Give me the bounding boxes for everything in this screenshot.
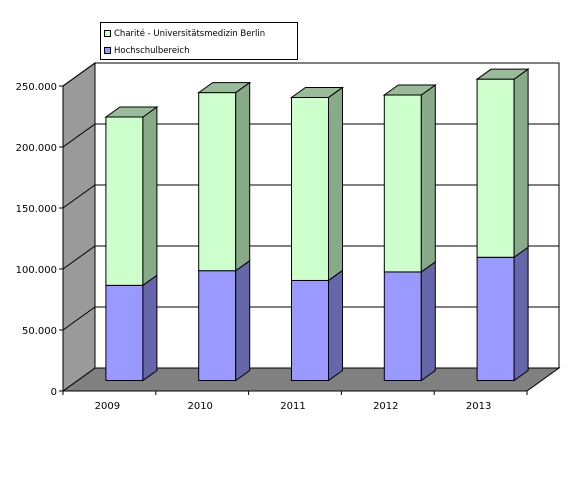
- y-tick-label: 100.000: [16, 265, 57, 276]
- bar-top-2010: [197, 82, 252, 94]
- y-tick-label: 250.000: [16, 82, 57, 93]
- gridline: [62, 62, 559, 87]
- bar-top-2013: [475, 68, 530, 80]
- bar-charite-2012: [383, 94, 422, 273]
- x-tick-label: 2013: [466, 401, 491, 412]
- bar-charite-2011: [291, 96, 329, 281]
- bar-side-hochschulbereich-2009: [142, 274, 158, 382]
- y-tick-label: 50.000: [22, 326, 57, 337]
- bar-hochschulbereich-2013: [476, 256, 515, 381]
- bar-side-charite-2009: [142, 106, 158, 287]
- legend-label-hochschulbereich: Hochschulbereich: [114, 45, 190, 56]
- legend-entry-hochschulbereich: Hochschulbereich: [101, 42, 297, 59]
- y-tick-label: 0: [51, 387, 57, 398]
- bar-side-hochschulbereich-2010: [235, 259, 251, 382]
- y-tick-label: 200.000: [16, 143, 57, 154]
- bar-side-hochschulbereich-2012: [420, 260, 436, 382]
- bar-side-hochschulbereich-2013: [513, 246, 529, 382]
- legend-entry-charite: Charité - Universitätsmedizin Berlin: [101, 25, 297, 42]
- bar-side-charite-2012: [420, 84, 436, 273]
- x-tick-label: 2011: [280, 401, 305, 412]
- bar-hochschulbereich-2012: [383, 271, 422, 382]
- bar-top-2012: [382, 84, 437, 96]
- bar-top-2011: [289, 86, 345, 98]
- bar-side-charite-2013: [513, 68, 529, 259]
- y-tick-label: 150.000: [16, 204, 57, 215]
- chart-legend: Charité - Universitätsmedizin Berlin Hoc…: [100, 22, 298, 60]
- bar-side-hochschulbereich-2011: [328, 269, 343, 382]
- chart-side-wall: [62, 62, 96, 392]
- bar-side-charite-2010: [235, 81, 251, 272]
- bar-charite-2013: [476, 78, 515, 258]
- bar-hochschulbereich-2011: [291, 279, 329, 381]
- legend-label-charite: Charité - Universitätsmedizin Berlin: [114, 28, 266, 39]
- bar-hochschulbereich-2009: [105, 284, 144, 381]
- bar-hochschulbereich-2010: [198, 270, 237, 382]
- x-tick-label: 2012: [373, 401, 398, 412]
- x-tick-label: 2009: [95, 401, 120, 412]
- legend-swatch-hochschulbereich: [104, 47, 111, 54]
- bar-charite-2009: [105, 116, 144, 286]
- bar-charite-2010: [198, 92, 237, 272]
- bar-side-charite-2011: [328, 86, 343, 282]
- x-tick-label: 2010: [187, 401, 212, 412]
- bar-top-2009: [104, 106, 159, 118]
- legend-swatch-charite: [104, 30, 111, 37]
